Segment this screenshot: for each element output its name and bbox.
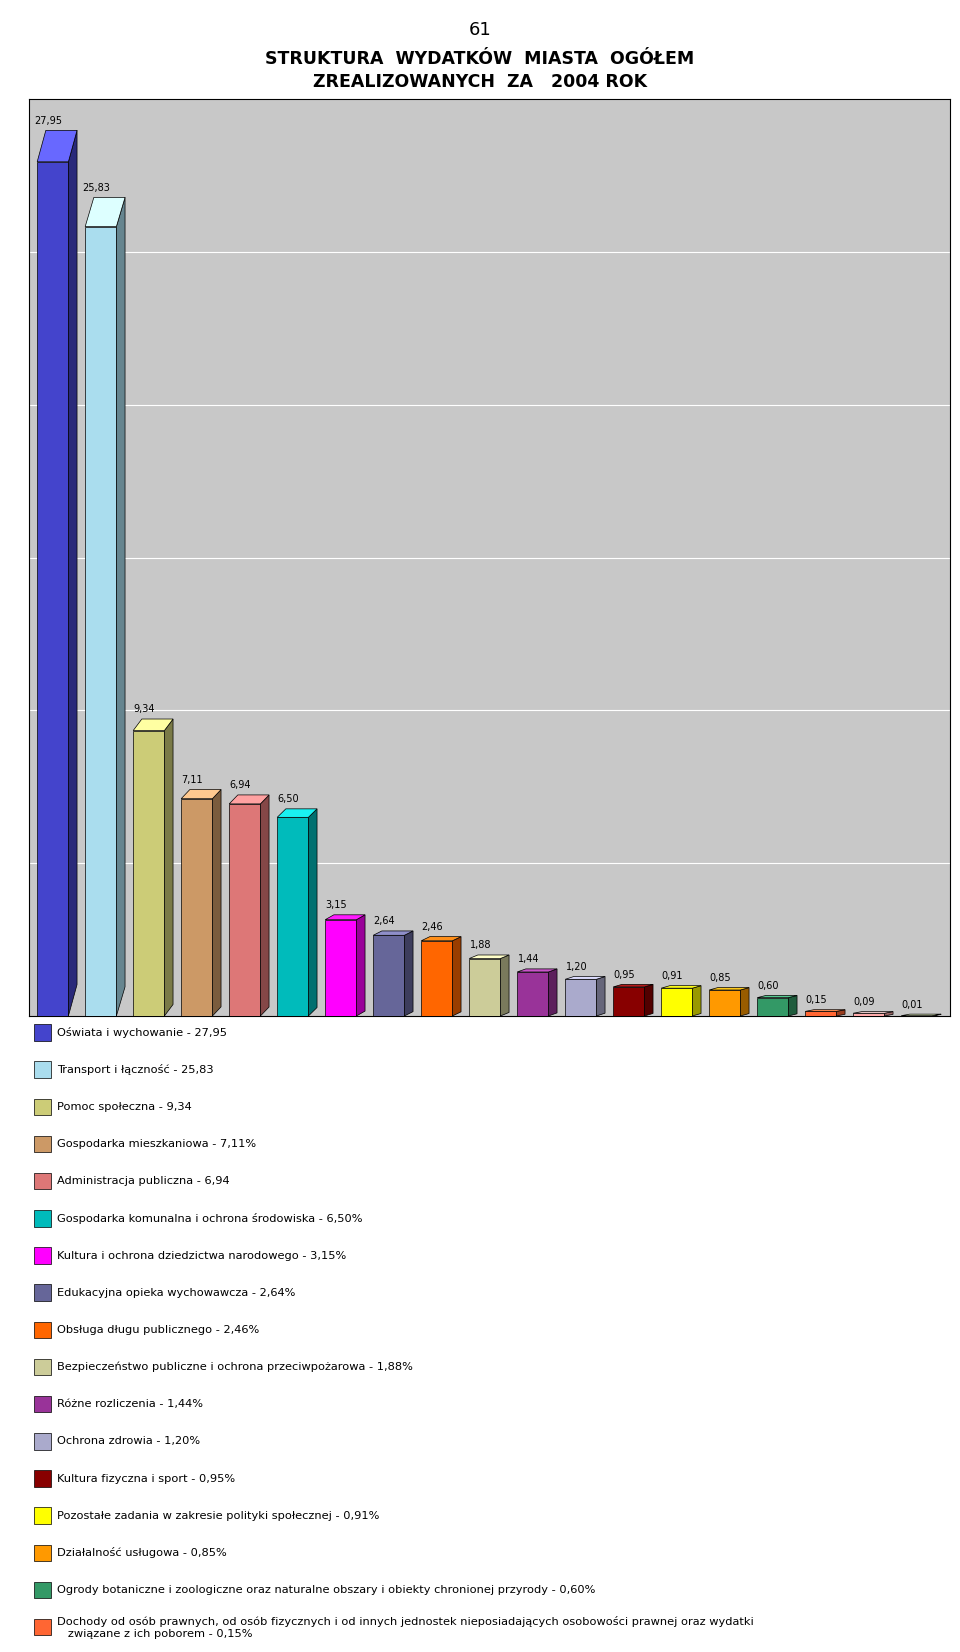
Text: 0,85: 0,85 (709, 973, 732, 983)
Text: Kultura i ochrona dziedzictwa narodowego - 3,15%: Kultura i ochrona dziedzictwa narodowego… (57, 1251, 346, 1260)
Polygon shape (661, 986, 701, 988)
Bar (805, 1011, 836, 1016)
Text: 0,95: 0,95 (613, 970, 636, 980)
Text: 9,34: 9,34 (133, 704, 156, 714)
Polygon shape (404, 932, 413, 1016)
Bar (85, 226, 116, 1016)
Polygon shape (613, 985, 653, 986)
Polygon shape (373, 932, 413, 935)
Polygon shape (68, 131, 77, 1016)
Text: 2,46: 2,46 (421, 922, 444, 932)
Text: Gospodarka komunalna i ochrona środowiska - 6,50%: Gospodarka komunalna i ochrona środowisk… (57, 1213, 362, 1224)
Bar (853, 1013, 884, 1016)
Polygon shape (757, 996, 797, 998)
Polygon shape (500, 955, 509, 1016)
Polygon shape (805, 1009, 845, 1011)
Text: 6,50: 6,50 (277, 795, 300, 805)
Bar (613, 986, 644, 1016)
Text: Ochrona zdrowia - 1,20%: Ochrona zdrowia - 1,20% (57, 1436, 200, 1447)
Bar (469, 958, 500, 1016)
Polygon shape (37, 131, 77, 162)
Polygon shape (308, 809, 317, 1016)
Bar (277, 818, 308, 1016)
Text: Różne rozliczenia - 1,44%: Różne rozliczenia - 1,44% (57, 1399, 203, 1409)
Bar (661, 988, 692, 1016)
Bar (421, 940, 452, 1016)
Bar (709, 990, 740, 1016)
Text: Ogrody botaniczne i zoologiczne oraz naturalne obszary i obiekty chronionej przy: Ogrody botaniczne i zoologiczne oraz nat… (57, 1584, 595, 1596)
Polygon shape (788, 996, 797, 1016)
Text: 61: 61 (468, 20, 492, 38)
Polygon shape (133, 719, 173, 730)
Polygon shape (229, 795, 269, 805)
Polygon shape (116, 197, 125, 1016)
Polygon shape (517, 970, 557, 971)
Text: 27,95: 27,95 (35, 116, 62, 126)
Text: Działalność usługowa - 0,85%: Działalność usługowa - 0,85% (57, 1548, 227, 1558)
Polygon shape (260, 795, 269, 1016)
Text: Edukacyjna opieka wychowawcza - 2,64%: Edukacyjna opieka wychowawcza - 2,64% (57, 1287, 295, 1298)
Text: Kultura fizyczna i sport - 0,95%: Kultura fizyczna i sport - 0,95% (57, 1474, 235, 1483)
Text: 2,64: 2,64 (373, 917, 396, 927)
Text: 0,09: 0,09 (853, 998, 876, 1008)
Text: 3,15: 3,15 (325, 900, 348, 910)
Text: 0,91: 0,91 (661, 971, 684, 981)
Text: STRUKTURA  WYDATKÓW  MIASTA  OGÓŁEM
ZREALIZOWANYCH  ZA   2004 ROK: STRUKTURA WYDATKÓW MIASTA OGÓŁEM ZREALIZ… (265, 50, 695, 91)
Polygon shape (644, 985, 653, 1016)
Bar (757, 998, 788, 1016)
Polygon shape (836, 1009, 845, 1016)
Bar (325, 920, 356, 1016)
Polygon shape (452, 937, 461, 1016)
Polygon shape (548, 970, 557, 1016)
Polygon shape (277, 809, 317, 818)
Text: 25,83: 25,83 (83, 183, 110, 193)
Text: 1,20: 1,20 (565, 961, 588, 971)
Polygon shape (884, 1011, 893, 1016)
Text: Pomoc społeczna - 9,34: Pomoc społeczna - 9,34 (57, 1102, 191, 1112)
Polygon shape (565, 976, 605, 980)
Polygon shape (212, 790, 221, 1016)
Bar (373, 935, 404, 1016)
Polygon shape (421, 937, 461, 940)
Text: 0,15: 0,15 (805, 995, 828, 1004)
Polygon shape (932, 1014, 941, 1016)
Text: Oświata i wychowanie - 27,95: Oświata i wychowanie - 27,95 (57, 1028, 227, 1037)
Polygon shape (85, 197, 125, 226)
Text: 7,11: 7,11 (181, 775, 204, 785)
Text: 0,01: 0,01 (901, 999, 924, 1009)
Text: Obsługa długu publicznego - 2,46%: Obsługa długu publicznego - 2,46% (57, 1325, 259, 1335)
Polygon shape (469, 955, 509, 958)
Polygon shape (356, 915, 365, 1016)
Text: 6,94: 6,94 (229, 780, 252, 790)
Polygon shape (740, 988, 749, 1016)
Bar (181, 798, 212, 1016)
Bar (37, 162, 68, 1016)
Text: 0,60: 0,60 (757, 981, 780, 991)
Text: Transport i łączność - 25,83: Transport i łączność - 25,83 (57, 1064, 213, 1075)
Polygon shape (181, 790, 221, 798)
Text: Dochody od osób prawnych, od osób fizycznych i od innych jednostek nieposiadając: Dochody od osób prawnych, od osób fizycz… (57, 1616, 754, 1639)
Text: Bezpieczeństwo publiczne i ochrona przeciwpożarowa - 1,88%: Bezpieczeństwo publiczne i ochrona przec… (57, 1361, 413, 1373)
Text: 1,44: 1,44 (517, 955, 540, 965)
Text: Pozostałe zadania w zakresie polityki społecznej - 0,91%: Pozostałe zadania w zakresie polityki sp… (57, 1510, 379, 1521)
Bar (565, 980, 596, 1016)
Bar (133, 730, 164, 1016)
Text: Administracja publiczna - 6,94: Administracja publiczna - 6,94 (57, 1176, 229, 1186)
Bar (517, 971, 548, 1016)
Bar (229, 805, 260, 1016)
Text: Gospodarka mieszkaniowa - 7,11%: Gospodarka mieszkaniowa - 7,11% (57, 1138, 255, 1150)
Polygon shape (692, 986, 701, 1016)
Polygon shape (164, 719, 173, 1016)
Polygon shape (709, 988, 749, 990)
Polygon shape (596, 976, 605, 1016)
Text: 1,88: 1,88 (469, 940, 492, 950)
Polygon shape (325, 915, 365, 920)
